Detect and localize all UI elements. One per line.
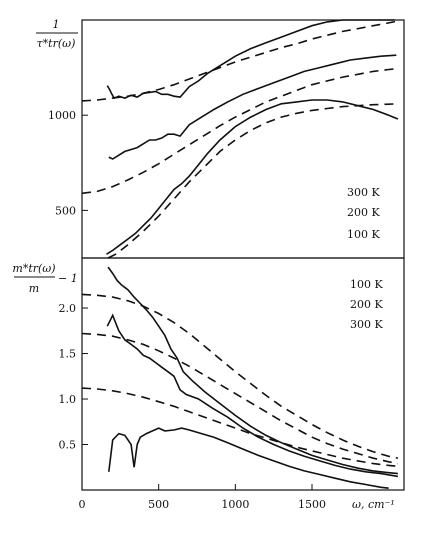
bottom-x-tick-label: 0 (79, 498, 86, 511)
top-ylabel-numerator: 1 (53, 18, 60, 31)
bottom-x-tick-label: 500 (148, 498, 169, 511)
bottom-legend-100k: 100 K (350, 278, 383, 291)
bottom-y-tick-label: 0.5 (59, 439, 77, 452)
top-plot-frame (81, 19, 405, 259)
top-ylabel-denominator: τ*tr(ω) (37, 37, 76, 50)
bottom-ylabel-numerator: m*tr(ω) (12, 262, 55, 275)
bottom-panel: 2.0 1.5 1.0 0.5 0 500 1000 1500 m*tr(ω) m − 1 1… (12, 257, 405, 511)
bottom-series (81, 266, 399, 489)
bottom-legend-200k: 200 K (350, 298, 383, 311)
bottom-solid-curve-2 (108, 427, 389, 489)
top-legend-100k: 100 K (347, 228, 380, 241)
top-y-ticks: 1000 500 (48, 109, 88, 217)
bottom-dashed-curve-3 (81, 293, 399, 459)
top-legend: 300 K 200 K 100 K (347, 186, 380, 241)
top-series (81, 19, 399, 259)
top-legend-200k: 200 K (347, 206, 380, 219)
bottom-solid-curve-0 (107, 266, 398, 475)
bottom-solid-curve-1 (106, 313, 399, 478)
top-dashed-curve-3 (81, 20, 399, 102)
bottom-y-tick-label: 1.0 (59, 393, 77, 406)
bottom-dashed-curve-4 (81, 332, 399, 465)
bottom-plot-frame (81, 257, 405, 491)
top-y-axis-label: 1 τ*tr(ω) (36, 18, 78, 50)
bottom-legend: 100 K 200 K 300 K (350, 278, 383, 331)
bottom-y-tick-label: 1.5 (59, 348, 77, 361)
top-y-tick-label: 1000 (48, 109, 76, 122)
top-y-tick-label: 500 (55, 204, 76, 217)
bottom-x-tick-label: 1000 (221, 498, 249, 511)
top-solid-curve-2 (106, 99, 399, 255)
top-dashed-curve-5 (107, 103, 398, 259)
top-dashed-curve-4 (81, 67, 398, 195)
bottom-y-tick-label: 2.0 (59, 302, 77, 315)
bottom-ylabel-denominator: m (29, 282, 39, 295)
top-solid-curve-1 (108, 54, 397, 160)
bottom-y-axis-label: m*tr(ω) m − 1 (12, 262, 77, 295)
bottom-ylabel-minus-one: − 1 (58, 272, 78, 285)
top-panel: 1000 500 1 τ*tr(ω) 300 K 200 K 100 K (36, 18, 405, 259)
x-axis-label: ω, cm⁻¹ (352, 498, 395, 511)
bottom-ticks: 2.0 1.5 1.0 0.5 0 500 1000 1500 (59, 302, 327, 511)
top-legend-300k: 300 K (347, 186, 380, 199)
bottom-dashed-curve-5 (81, 387, 398, 468)
bottom-x-tick-label: 1500 (298, 498, 326, 511)
top-solid-curve-0 (106, 19, 395, 100)
bottom-legend-300k: 300 K (350, 318, 383, 331)
